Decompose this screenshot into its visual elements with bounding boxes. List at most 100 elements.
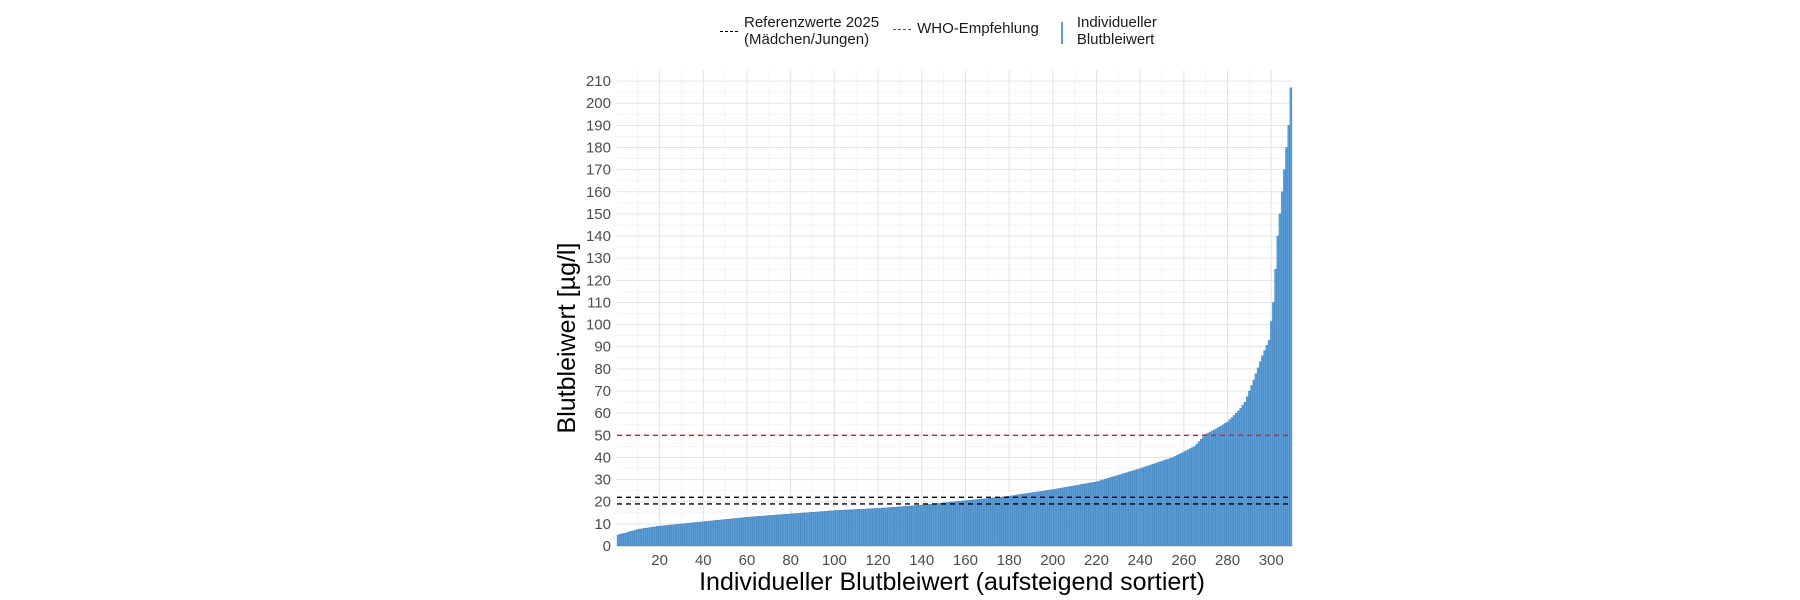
bar xyxy=(854,509,858,547)
bar xyxy=(879,508,882,547)
bar xyxy=(909,505,913,547)
bar xyxy=(649,527,653,547)
bar xyxy=(1040,490,1044,547)
bar xyxy=(1042,490,1046,547)
bar xyxy=(1176,455,1179,547)
bar xyxy=(828,510,832,547)
bar xyxy=(975,499,978,547)
bar xyxy=(898,506,902,547)
bar xyxy=(1202,436,1205,547)
bar xyxy=(844,509,847,547)
bar xyxy=(1141,467,1144,547)
bars xyxy=(616,87,1293,547)
bar xyxy=(682,523,685,547)
bar xyxy=(859,509,862,547)
bar xyxy=(905,506,908,547)
bar xyxy=(959,500,963,547)
bar xyxy=(745,517,749,547)
bar xyxy=(708,520,712,547)
bar xyxy=(1285,147,1288,547)
x-tick-labels: 20 40 60 80 100 120 140 160 180 200 220 240 260 280 30… xyxy=(651,552,1284,569)
bar xyxy=(892,507,895,547)
bar xyxy=(750,516,753,547)
bar xyxy=(970,499,974,547)
legend-label-line: (Mädchen/Jungen) xyxy=(744,31,870,48)
y-tick-label: 180 xyxy=(586,139,611,156)
y-tick-label: 210 xyxy=(586,73,611,90)
bar xyxy=(1248,390,1251,547)
bar xyxy=(916,505,919,547)
bar xyxy=(1128,471,1131,547)
bar xyxy=(1123,473,1127,547)
bar xyxy=(824,511,827,547)
bar xyxy=(809,512,812,547)
bar xyxy=(841,510,845,547)
bar xyxy=(1130,471,1133,547)
bar xyxy=(937,503,941,547)
bar xyxy=(1031,492,1035,547)
bar xyxy=(1289,87,1293,547)
bar xyxy=(1224,423,1227,547)
x-tick-label: 240 xyxy=(1128,552,1153,569)
bar xyxy=(846,509,849,547)
bar xyxy=(1051,489,1055,547)
bar xyxy=(1101,479,1105,547)
bar xyxy=(763,515,766,547)
bar xyxy=(1010,495,1013,547)
bar xyxy=(1162,460,1166,547)
bar xyxy=(1189,448,1192,547)
bar xyxy=(1077,484,1081,547)
bar xyxy=(839,510,843,547)
legend-label-line: Blutbleiwert xyxy=(1076,31,1155,48)
bar xyxy=(619,534,622,547)
x-tick-label: 180 xyxy=(997,552,1022,569)
y-tick-label: 30 xyxy=(594,472,611,489)
bar xyxy=(1095,481,1098,547)
bar xyxy=(754,516,757,547)
bar xyxy=(931,503,934,547)
bar xyxy=(826,510,830,547)
bar xyxy=(717,519,720,547)
bar xyxy=(955,501,958,547)
x-axis-label: Individueller Blutbleiwert (aufsteigend … xyxy=(699,568,1205,596)
bar xyxy=(629,531,633,547)
bar xyxy=(1254,373,1258,547)
bar xyxy=(1047,490,1050,547)
bar xyxy=(1053,488,1057,547)
y-tick-label: 140 xyxy=(586,228,611,245)
bar xyxy=(806,512,810,547)
x-tick-label: 80 xyxy=(782,552,799,569)
bar xyxy=(719,519,722,547)
bar xyxy=(1145,466,1148,547)
bar xyxy=(734,518,738,547)
bar xyxy=(654,526,657,547)
bar xyxy=(691,522,694,547)
y-tick-label: 40 xyxy=(594,449,611,466)
bar xyxy=(688,522,692,547)
bar xyxy=(743,517,747,547)
bar xyxy=(675,524,679,547)
bar xyxy=(1108,477,1111,547)
bar xyxy=(1213,429,1216,547)
bar xyxy=(964,500,967,547)
bar xyxy=(1055,488,1059,547)
bar xyxy=(737,517,740,547)
bar xyxy=(920,504,923,547)
y-tick-label: 200 xyxy=(586,95,611,112)
bar xyxy=(1110,477,1113,547)
bar xyxy=(1045,490,1048,547)
bar xyxy=(986,498,989,547)
bar xyxy=(1228,419,1231,547)
y-tick-label: 60 xyxy=(594,405,611,422)
bar xyxy=(712,520,716,547)
x-tick-label: 260 xyxy=(1171,552,1196,569)
bar xyxy=(647,527,650,547)
bar xyxy=(813,512,816,547)
bar xyxy=(1119,474,1122,547)
bar xyxy=(1182,451,1186,547)
bar xyxy=(1169,457,1172,547)
bar xyxy=(1097,481,1100,547)
bar xyxy=(1121,473,1124,547)
bar xyxy=(1016,494,1020,547)
bar xyxy=(625,532,629,547)
